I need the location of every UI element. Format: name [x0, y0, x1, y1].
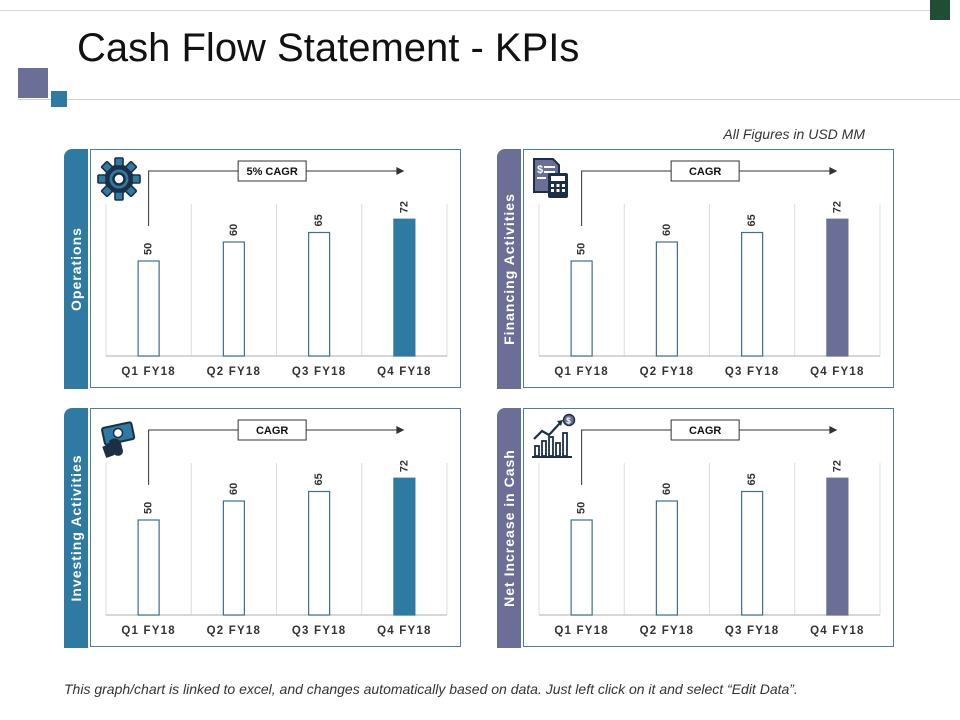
- bar-q1-fy18[interactable]: [137, 519, 160, 616]
- chart-frame: 50 Q1 FY18 60 Q2 FY18 65 Q3 FY18 72 Q4 FY18 CAGR…: [523, 408, 894, 647]
- panel-label: Investing Activities: [68, 454, 84, 602]
- page-title: Cash Flow Statement - KPIs: [77, 26, 580, 70]
- bar-chart-financing-activities[interactable]: 50 Q1 FY18 60 Q2 FY18 65 Q3 FY18 72 Q4 FY18 CAGR: [524, 150, 895, 389]
- money-hand-icon: [101, 421, 136, 458]
- cagr-connector: [148, 429, 399, 485]
- side-tab: Net Increase in Cash: [497, 408, 521, 648]
- title-rule: [18, 99, 960, 100]
- bar-chart-net-increase-in-cash[interactable]: 50 Q1 FY18 60 Q2 FY18 65 Q3 FY18 72 Q4 FY18 CAGR: [524, 409, 895, 648]
- bar-q4-fy18[interactable]: [826, 477, 849, 616]
- cagr-box: [670, 419, 740, 441]
- cagr-label: CAGR: [256, 425, 288, 437]
- side-tab: Operations: [64, 149, 88, 389]
- cagr-arrowhead: [396, 426, 405, 434]
- panel-label: Operations: [68, 227, 84, 311]
- bar-q3-fy18[interactable]: [308, 231, 331, 357]
- footer-note: This graph/chart is linked to excel, and…: [64, 681, 798, 697]
- panel-investing-activities[interactable]: Investing Activities 50 Q1 FY18 60 Q2 FY18 6…: [64, 408, 462, 648]
- x-tick-label: Q1 FY18: [554, 625, 608, 637]
- data-label: 50: [143, 502, 155, 514]
- decor-square-small: [51, 91, 67, 107]
- panel-label: Financing Activities: [501, 193, 517, 345]
- bar-q3-fy18[interactable]: [308, 490, 331, 616]
- bar-q1-fy18[interactable]: [570, 519, 593, 616]
- x-tick-label: Q3 FY18: [292, 366, 346, 378]
- bar-chart-operations[interactable]: 50 Q1 FY18 60 Q2 FY18 65 Q3 FY18 72 Q4 FY18 5% C…: [91, 150, 462, 389]
- bar-q4-fy18[interactable]: [393, 477, 416, 616]
- x-tick-label: Q4 FY18: [810, 366, 864, 378]
- x-tick-label: Q2 FY18: [640, 366, 694, 378]
- bar-q4-fy18[interactable]: [393, 218, 416, 357]
- panel-operations[interactable]: Operations 50 Q1 FY18 60 Q2 FY18 65 Q3 FY18 72…: [64, 149, 462, 389]
- data-label: 50: [143, 243, 155, 255]
- bar-chart-investing-activities[interactable]: 50 Q1 FY18 60 Q2 FY18 65 Q3 FY18 72 Q4 FY18 CAGR: [91, 409, 462, 648]
- x-tick-label: Q2 FY18: [207, 366, 261, 378]
- x-tick-label: Q1 FY18: [121, 625, 175, 637]
- cagr-connector: [581, 170, 832, 226]
- data-label: 65: [746, 473, 758, 485]
- data-label: 50: [576, 502, 588, 514]
- cagr-box: [237, 419, 307, 441]
- x-tick-label: Q1 FY18: [554, 366, 608, 378]
- bar-q2-fy18[interactable]: [222, 241, 245, 357]
- bar-q1-fy18[interactable]: [137, 260, 160, 357]
- decor-square-large: [18, 68, 48, 98]
- top-rule: [0, 10, 930, 11]
- bar-q3-fy18[interactable]: [741, 231, 764, 357]
- bar-q2-fy18[interactable]: [222, 500, 245, 616]
- svg-text:$: $: [566, 417, 571, 426]
- data-label: 72: [831, 201, 843, 213]
- side-tab: Investing Activities: [64, 408, 88, 648]
- gear-icon: [97, 157, 141, 201]
- data-label: 65: [313, 473, 325, 485]
- chart-frame: 50 Q1 FY18 60 Q2 FY18 65 Q3 FY18 72 Q4 FY18 CAGR…: [523, 149, 894, 388]
- x-tick-label: Q4 FY18: [377, 625, 431, 637]
- cagr-label: CAGR: [689, 425, 721, 437]
- x-tick-label: Q2 FY18: [207, 625, 261, 637]
- data-label: 60: [661, 224, 673, 236]
- cagr-arrowhead: [829, 167, 838, 175]
- cagr-box: [237, 160, 307, 182]
- cagr-connector: [581, 429, 832, 485]
- x-tick-label: Q3 FY18: [292, 625, 346, 637]
- corner-square: [930, 0, 950, 20]
- bar-q1-fy18[interactable]: [570, 260, 593, 357]
- data-label: 60: [228, 224, 240, 236]
- cagr-label: 5% CAGR: [246, 166, 297, 178]
- chart-frame: 50 Q1 FY18 60 Q2 FY18 65 Q3 FY18 72 Q4 FY18 5% C…: [90, 149, 461, 388]
- data-label: 65: [746, 214, 758, 226]
- data-label: 65: [313, 214, 325, 226]
- data-label: 50: [576, 243, 588, 255]
- cagr-label: CAGR: [689, 166, 721, 178]
- data-label: 72: [398, 460, 410, 472]
- bar-q2-fy18[interactable]: [655, 500, 678, 616]
- data-label: 60: [228, 483, 240, 495]
- x-tick-label: Q1 FY18: [121, 366, 175, 378]
- x-tick-label: Q2 FY18: [640, 625, 694, 637]
- chart-frame: 50 Q1 FY18 60 Q2 FY18 65 Q3 FY18 72 Q4 FY18 CAGR: [90, 408, 461, 647]
- data-label: 72: [398, 201, 410, 213]
- x-tick-label: Q4 FY18: [810, 625, 864, 637]
- growth-chart-icon: $: [532, 413, 576, 458]
- bar-q2-fy18[interactable]: [655, 241, 678, 357]
- bar-q4-fy18[interactable]: [826, 218, 849, 357]
- data-label: 72: [831, 460, 843, 472]
- svg-text:$: $: [537, 164, 543, 176]
- data-label: 60: [661, 483, 673, 495]
- side-tab: Financing Activities: [497, 149, 521, 389]
- calculator-document-icon: $: [533, 158, 568, 198]
- cagr-arrowhead: [396, 167, 405, 175]
- units-note: All Figures in USD MM: [723, 126, 865, 142]
- panel-financing-activities[interactable]: Financing Activities 50 Q1 FY18 60 Q2 FY18 6…: [497, 149, 895, 389]
- x-tick-label: Q4 FY18: [377, 366, 431, 378]
- panel-net-increase-in-cash[interactable]: Net Increase in Cash 50 Q1 FY18 60 Q2 FY18 6…: [497, 408, 895, 648]
- cagr-connector: [148, 170, 399, 226]
- panel-label: Net Increase in Cash: [501, 449, 517, 607]
- cagr-box: [670, 160, 740, 182]
- x-tick-label: Q3 FY18: [725, 366, 779, 378]
- cagr-arrowhead: [829, 426, 838, 434]
- x-tick-label: Q3 FY18: [725, 625, 779, 637]
- bar-q3-fy18[interactable]: [741, 490, 764, 616]
